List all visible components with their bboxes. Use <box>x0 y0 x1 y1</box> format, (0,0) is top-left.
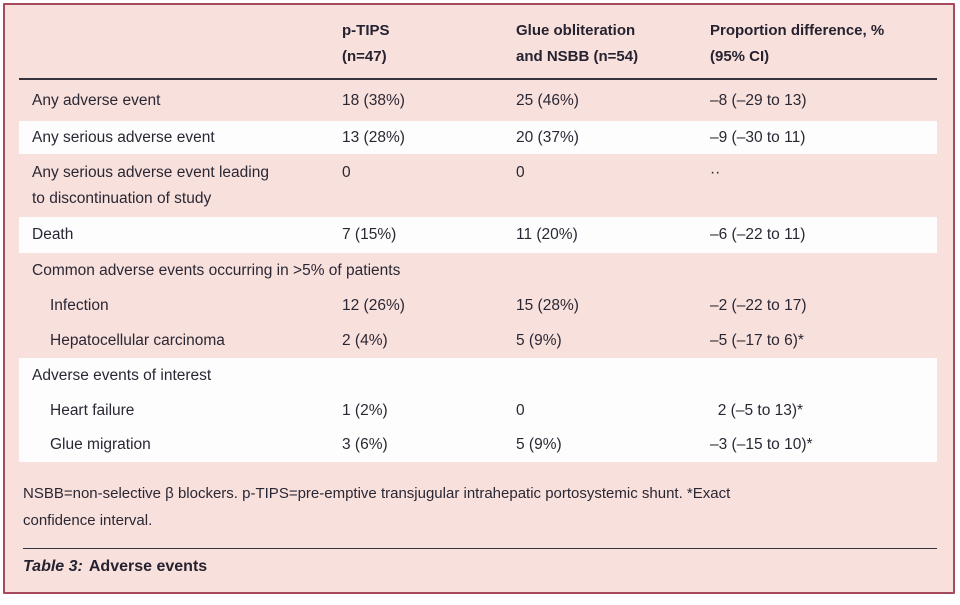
table-header-row: p-TIPS (n=47) Glue obliteration and NSBB… <box>19 5 937 80</box>
row-label: Infection <box>50 296 109 314</box>
glue-nsbb-value: 5 (9%) <box>516 331 562 349</box>
ptips-value: 12 (26%) <box>342 296 405 314</box>
row-label: Any adverse event <box>32 91 161 109</box>
glue-nsbb-value: 20 (37%) <box>516 128 579 146</box>
glue-nsbb-value: 5 (9%) <box>516 436 562 453</box>
column-header-glue-nsbb: Glue obliteration and NSBB (n=54) <box>516 22 639 65</box>
table-row-glue-migration: Glue migration 3 (6%) 5 (9%) –3 (–15 to … <box>19 428 937 462</box>
row-label: Any serious adverse event leading to dis… <box>32 164 269 207</box>
table-row-heart-failure: Heart failure 1 (2%) 0 2 (–5 to 13)* <box>19 394 937 428</box>
proportion-difference-value: –6 (–22 to 11) <box>710 226 806 243</box>
table-row-any-adverse-event: Any adverse event 18 (38%) 25 (46%) –8 (… <box>19 80 937 121</box>
table-footnote: NSBB=non-selective β blockers. p-TIPS=pr… <box>23 485 731 529</box>
ptips-value: 2 (4%) <box>342 331 388 349</box>
row-label: Heart failure <box>50 402 135 419</box>
table-section-common-adverse-events: Common adverse events occurring in >5% o… <box>19 253 937 288</box>
row-label: Glue migration <box>50 436 151 453</box>
table-row-death: Death 7 (15%) 11 (20%) –6 (–22 to 11) <box>19 217 937 253</box>
table-caption-title: Adverse events <box>88 558 208 575</box>
row-label: Any serious adverse event <box>32 128 215 146</box>
table-section-adverse-events-of-interest: Adverse events of interest <box>19 358 937 394</box>
proportion-difference-value: 2 (–5 to 13)* <box>710 402 804 419</box>
row-label: Death <box>32 226 74 243</box>
table-card: p-TIPS (n=47) Glue obliteration and NSBB… <box>3 3 955 594</box>
table-row-serious-ae-leading-to-discontinuation: Any serious adverse event leading to dis… <box>19 154 937 217</box>
column-header-ptips: p-TIPS (n=47) <box>342 22 390 65</box>
glue-nsbb-value: 15 (28%) <box>516 296 579 314</box>
table-row-infection: Infection 12 (26%) 15 (28%) –2 (–22 to 1… <box>19 288 937 323</box>
table-row-hepatocellular-carcinoma: Hepatocellular carcinoma 2 (4%) 5 (9%) –… <box>19 323 937 358</box>
proportion-difference-value: –8 (–29 to 13) <box>710 91 807 109</box>
column-header-proportion-difference: Proportion difference, % (95% CI) <box>710 22 885 65</box>
ptips-value: 13 (28%) <box>342 128 405 146</box>
glue-nsbb-value: 11 (20%) <box>516 226 578 243</box>
glue-nsbb-value: 0 <box>516 402 525 419</box>
section-label: Common adverse events occurring in >5% o… <box>32 261 401 279</box>
proportion-difference-value: ·· <box>710 164 721 181</box>
glue-nsbb-value: 0 <box>516 164 525 181</box>
table-caption-number: Table 3: <box>23 558 83 575</box>
proportion-difference-value: –9 (–30 to 11) <box>710 128 806 146</box>
table-caption: Table 3: Adverse events <box>23 558 937 576</box>
column-header-empty <box>19 18 342 78</box>
ptips-value: 7 (15%) <box>342 226 397 243</box>
section-label: Adverse events of interest <box>32 367 212 384</box>
table-row-any-serious-adverse-event: Any serious adverse event 13 (28%) 20 (3… <box>19 121 937 154</box>
proportion-difference-value: –5 (–17 to 6)* <box>710 331 804 349</box>
caption-divider <box>23 548 937 549</box>
ptips-value: 3 (6%) <box>342 436 388 453</box>
proportion-difference-value: –2 (–22 to 17) <box>710 296 807 314</box>
ptips-value: 18 (38%) <box>342 91 405 109</box>
row-label: Hepatocellular carcinoma <box>50 331 225 349</box>
ptips-value: 0 <box>342 164 351 181</box>
proportion-difference-value: –3 (–15 to 10)* <box>710 436 813 453</box>
glue-nsbb-value: 25 (46%) <box>516 91 579 109</box>
ptips-value: 1 (2%) <box>342 402 388 419</box>
